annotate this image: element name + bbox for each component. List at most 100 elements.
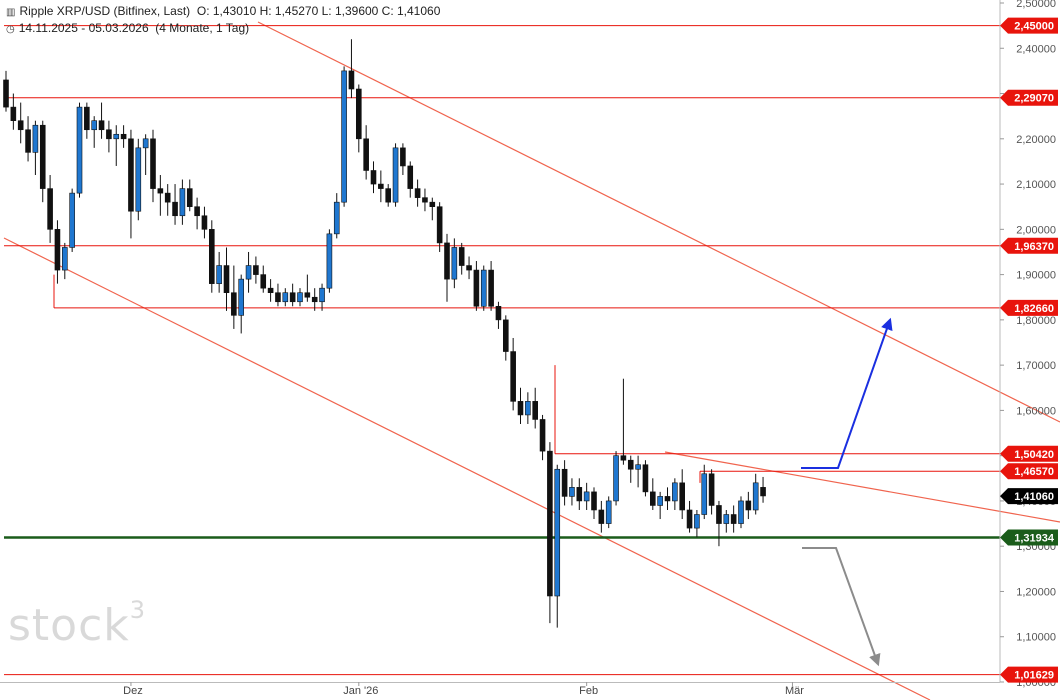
candle-body <box>69 192 75 248</box>
candle <box>613 451 619 506</box>
candle <box>679 469 686 520</box>
candle-body <box>752 482 759 511</box>
candle-body <box>348 70 355 90</box>
y-tick-label: 2,20000 <box>1016 134 1056 146</box>
y-tick-label: 1,80000 <box>1016 315 1056 327</box>
candle-body <box>738 500 744 524</box>
candle <box>135 138 142 221</box>
price-tag <box>1000 463 1058 480</box>
candle <box>172 184 178 225</box>
candle <box>532 387 539 429</box>
candle-body <box>620 455 627 461</box>
candle-body <box>91 120 97 131</box>
candle-body <box>135 147 142 212</box>
candle-body <box>414 188 421 198</box>
trend-line <box>3 237 931 700</box>
candle-body <box>642 464 649 493</box>
candle <box>319 283 325 311</box>
candle-body <box>164 192 171 203</box>
candle-body <box>392 147 399 203</box>
candle-body <box>488 269 494 307</box>
candle-body <box>436 206 443 244</box>
candle <box>649 478 656 510</box>
candle <box>569 478 575 506</box>
candle <box>209 220 215 293</box>
candle <box>275 283 281 307</box>
price-tag <box>1000 529 1058 546</box>
candle <box>267 279 274 302</box>
candle <box>106 120 112 153</box>
candle-body <box>47 188 53 230</box>
candle-body <box>708 473 715 506</box>
candle <box>355 84 362 153</box>
bearish-scenario-arrow <box>802 547 881 667</box>
candle <box>723 509 730 533</box>
candle-body <box>480 269 487 307</box>
candle-body <box>32 124 39 153</box>
candle <box>701 464 708 520</box>
x-tick-label: Dez <box>123 685 143 697</box>
candle-body <box>289 292 296 303</box>
candle-body <box>150 138 156 189</box>
candle <box>17 102 24 144</box>
candle-body <box>701 473 708 515</box>
candle <box>333 193 340 239</box>
y-tick-label: 2,50000 <box>1016 0 1056 10</box>
candle <box>304 274 311 302</box>
candle-body <box>591 491 597 511</box>
candle <box>738 496 744 529</box>
candle <box>392 143 399 207</box>
candle <box>61 242 68 280</box>
candle-body <box>179 188 186 217</box>
candle <box>554 464 561 628</box>
candle <box>422 188 428 212</box>
candle <box>598 500 605 533</box>
candle <box>495 301 502 329</box>
candle-body <box>120 133 127 140</box>
price-tag-label: 1,82660 <box>1014 303 1054 315</box>
candle <box>686 500 693 533</box>
price-tags-layer: 2,45000 2,29070 1,96370 1,82660 1,50420 1,465… <box>1000 17 1058 683</box>
price-tag <box>1000 237 1058 254</box>
candle-body <box>61 247 68 271</box>
candle <box>150 129 156 203</box>
y-tick-label: 1,60000 <box>1016 405 1056 417</box>
candle-body <box>3 79 9 108</box>
price-tag <box>1000 445 1058 462</box>
candle-body <box>502 319 509 352</box>
instrument-title: Ripple XRP/USD (Bitfinex, Last) <box>19 4 191 18</box>
candle <box>69 188 75 252</box>
candle <box>620 378 627 465</box>
candle-body <box>297 292 303 303</box>
candle-body <box>649 491 656 506</box>
candle <box>627 455 634 483</box>
candle <box>223 247 230 311</box>
candle <box>216 251 222 293</box>
candle <box>32 120 39 176</box>
candle-body <box>517 401 524 416</box>
candle <box>84 102 90 139</box>
candle-body <box>525 401 531 416</box>
candle-body <box>355 88 362 140</box>
candle-body <box>84 106 90 131</box>
candle <box>745 491 752 520</box>
y-tick-label: 2,00000 <box>1016 224 1056 236</box>
candle-body <box>664 496 671 502</box>
y-tick-label: 1,70000 <box>1016 360 1056 372</box>
candle-body <box>17 120 24 131</box>
candle-body <box>209 229 215 284</box>
level-lines-layer <box>4 25 1000 676</box>
candle <box>473 261 480 311</box>
candle-body <box>605 500 612 524</box>
price-tag-label: 1,96370 <box>1014 241 1054 253</box>
candle-body <box>231 292 237 316</box>
candle <box>635 455 641 488</box>
candle-body <box>186 188 193 208</box>
candle-body <box>363 138 369 171</box>
bullish-scenario-arrow <box>801 317 893 469</box>
last-price-tag <box>1000 488 1058 505</box>
candle-body <box>495 305 502 321</box>
price-tag <box>1000 299 1058 316</box>
candle <box>576 478 583 510</box>
